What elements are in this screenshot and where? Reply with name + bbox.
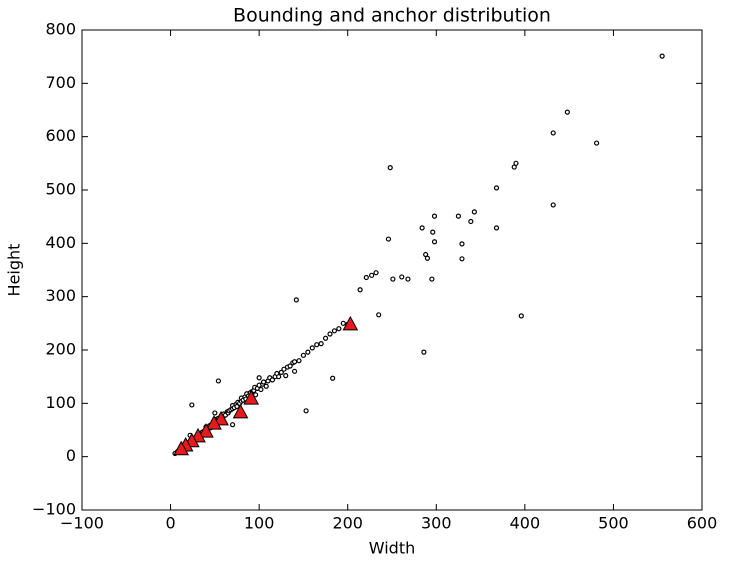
box-point <box>431 213 438 219</box>
box-point <box>471 209 477 215</box>
chart-title: Bounding and anchor distribution <box>233 5 551 27</box>
box-point <box>229 422 236 428</box>
box-point <box>518 313 524 319</box>
x-tick-label: 600 <box>687 514 718 533</box>
box-point <box>330 375 336 381</box>
box-point <box>399 274 405 280</box>
box-point <box>303 408 309 414</box>
anchor-point <box>232 403 249 419</box>
box-point <box>659 53 665 59</box>
anchor-point <box>342 315 359 331</box>
box-point <box>300 352 307 358</box>
plot-frame <box>81 29 703 511</box>
y-tick-label: 300 <box>45 286 76 305</box>
box-point <box>305 349 311 355</box>
box-point <box>459 241 465 247</box>
y-tick-label: 600 <box>45 126 76 145</box>
box-point <box>287 363 293 369</box>
box-point <box>468 218 474 225</box>
box-point <box>459 256 465 262</box>
box-point <box>189 402 195 408</box>
x-tick-label: 500 <box>598 514 629 533</box>
box-point <box>269 377 276 383</box>
box-point <box>431 239 438 245</box>
box-point <box>369 272 375 278</box>
box-point <box>421 349 427 355</box>
box-point <box>550 202 556 208</box>
box-point <box>419 225 425 231</box>
box-point <box>283 373 289 379</box>
x-tick-label: 0 <box>165 514 175 533</box>
box-point <box>550 130 556 136</box>
box-point <box>455 213 462 219</box>
box-point <box>331 328 338 334</box>
box-point <box>376 312 382 318</box>
x-tick-label: 300 <box>421 514 452 533</box>
box-point <box>291 359 298 365</box>
box-point <box>293 297 299 303</box>
x-axis-label: Width <box>369 539 415 558</box>
y-tick-label: 700 <box>45 73 76 92</box>
anchor-point <box>243 390 260 405</box>
box-point <box>373 270 379 276</box>
box-point <box>256 375 262 381</box>
y-tick-label: 800 <box>45 20 76 39</box>
y-tick-label: 500 <box>45 180 76 199</box>
y-tick-label: 400 <box>45 233 76 252</box>
box-point <box>314 342 320 348</box>
box-point <box>278 369 284 375</box>
box-point <box>215 378 221 384</box>
y-tick-label: 200 <box>45 340 76 359</box>
box-point <box>405 276 411 282</box>
box-point <box>340 320 346 326</box>
anchor-point <box>206 415 222 430</box>
box-point <box>281 366 287 372</box>
x-tick-label: −100 <box>60 514 104 533</box>
box-point <box>493 185 500 191</box>
x-tick-label: 400 <box>510 514 541 533</box>
box-point <box>260 379 267 385</box>
box-point <box>511 164 517 170</box>
anchor-point <box>213 410 229 426</box>
anchor-point <box>198 423 214 438</box>
box-point <box>387 165 393 171</box>
box-point <box>357 287 363 293</box>
box-point <box>430 229 436 235</box>
box-point <box>327 331 333 337</box>
box-point <box>593 140 600 146</box>
x-tick-label: 200 <box>332 514 363 533</box>
box-point <box>336 326 342 332</box>
plot-area <box>172 53 665 457</box>
box-point <box>429 276 435 282</box>
box-point <box>276 374 282 380</box>
y-tick-label: 0 <box>66 446 76 465</box>
box-point <box>291 368 298 374</box>
x-tick-label: 100 <box>244 514 275 533</box>
y-tick-label: 100 <box>45 393 76 412</box>
box-point <box>258 386 264 393</box>
box-point <box>212 410 218 416</box>
box-point <box>318 341 324 347</box>
box-point <box>493 225 500 231</box>
box-point <box>309 345 315 351</box>
box-point <box>385 236 392 242</box>
anchor-point <box>173 440 190 456</box>
box-point <box>424 255 431 261</box>
box-point <box>564 109 570 115</box>
y-tick-label: −100 <box>32 500 76 519</box>
y-axis-label: Height <box>5 244 24 297</box>
box-point <box>263 383 269 389</box>
box-point <box>390 276 396 282</box>
box-point <box>296 358 302 364</box>
box-point <box>363 274 369 281</box>
box-point <box>322 335 329 341</box>
